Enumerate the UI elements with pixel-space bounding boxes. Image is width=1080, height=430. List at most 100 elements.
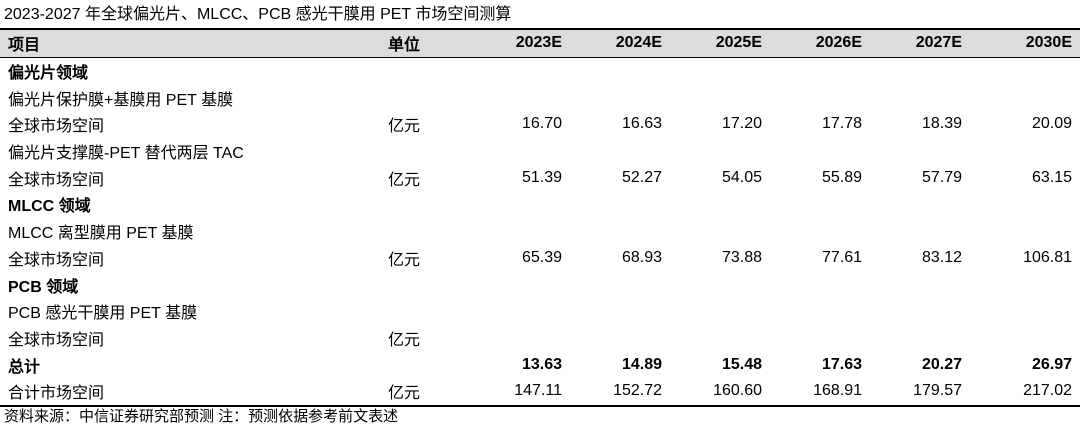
value-cell [870, 138, 970, 165]
value-cell: 65.39 [521, 248, 562, 266]
header-item: 项目 [0, 27, 385, 58]
unit-cell: 亿元 [388, 251, 421, 269]
table-title: 2023-2027 年全球偏光片、MLCC、PCB 感光干膜用 PET 市场空间… [4, 6, 512, 23]
table-row: 偏光片保护膜+基膜用 PET 基膜 [0, 84, 1080, 111]
row-label: 偏光片支撑膜-PET 替代两层 TAC [8, 145, 244, 163]
value-cell: 17.78 [821, 115, 862, 133]
value-cell [570, 57, 670, 84]
table-row: 总计 13.63 14.89 15.48 17.63 20.27 26.97 [0, 351, 1080, 378]
header-unit: 单位 [385, 27, 470, 58]
row-label: 偏光片领域 [8, 65, 89, 83]
value-cell [570, 138, 670, 165]
value-cell: 20.27 [921, 355, 962, 373]
row-label: 偏光片保护膜+基膜用 PET 基膜 [8, 91, 234, 109]
table-row: 全球市场空间 亿元 65.39 68.93 73.88 77.61 83.12 106.81 [0, 245, 1080, 272]
value-cell: 73.88 [721, 248, 762, 266]
value-cell [470, 138, 570, 165]
unit-cell [385, 138, 470, 165]
table-row: 全球市场空间 亿元 51.39 52.27 54.05 55.89 57.79 63.15 [0, 164, 1080, 191]
value-cell: 83.12 [921, 248, 962, 266]
value-cell [470, 325, 570, 352]
value-cell [870, 325, 970, 352]
unit-cell [385, 57, 470, 84]
unit-cell: 亿元 [388, 331, 421, 349]
table-row: PCB 感光干膜用 PET 基膜 [0, 298, 1080, 325]
value-cell: 152.72 [570, 377, 670, 407]
unit-cell [385, 218, 470, 245]
row-label: MLCC 离型膜用 PET 基膜 [8, 225, 194, 243]
value-cell: 77.61 [821, 248, 862, 266]
row-label: PCB 领域 [8, 278, 79, 296]
unit-cell [385, 271, 470, 298]
table-row: MLCC 离型膜用 PET 基膜 [0, 218, 1080, 245]
table-body: 偏光片领域 偏光片保护膜+基膜用 PET 基膜 全球市场空间 亿元 16.70 16.63… [0, 57, 1080, 407]
value-cell [670, 325, 770, 352]
table-header-row: 项目 单位 2023E 2024E 2025E 2026E 2027E 2030… [0, 27, 1080, 58]
value-cell [970, 57, 1080, 84]
row-label: 全球市场空间 [8, 331, 105, 349]
value-cell [670, 218, 770, 245]
value-cell [970, 325, 1080, 352]
value-cell [470, 218, 570, 245]
value-cell [670, 298, 770, 325]
header-year: 2027E [870, 27, 970, 58]
value-cell [970, 191, 1080, 218]
value-cell [770, 138, 870, 165]
value-cell: 17.20 [721, 115, 762, 133]
value-cell [770, 325, 870, 352]
value-cell [970, 218, 1080, 245]
value-cell [870, 218, 970, 245]
value-cell [470, 191, 570, 218]
header-year: 2030E [970, 27, 1080, 58]
value-cell [570, 84, 670, 111]
value-cell: 54.05 [721, 168, 762, 186]
value-cell [870, 84, 970, 111]
value-cell: 20.09 [1031, 115, 1072, 133]
value-cell [470, 271, 570, 298]
value-cell: 63.15 [1031, 168, 1072, 186]
value-cell [970, 271, 1080, 298]
value-cell: 18.39 [921, 115, 962, 133]
value-cell [970, 138, 1080, 165]
value-cell [470, 84, 570, 111]
unit-cell [385, 351, 470, 378]
value-cell: 16.70 [521, 115, 562, 133]
value-cell: 217.02 [970, 377, 1080, 407]
value-cell [470, 298, 570, 325]
table-row: 全球市场空间 亿元 16.70 16.63 17.20 17.78 18.39 20.09 [0, 111, 1080, 138]
value-cell: 52.27 [621, 168, 662, 186]
table-row: 偏光片支撑膜-PET 替代两层 TAC [0, 138, 1080, 165]
value-cell: 55.89 [821, 168, 862, 186]
value-cell [870, 271, 970, 298]
value-cell: 168.91 [770, 377, 870, 407]
header-year: 2023E [470, 27, 570, 58]
value-cell: 51.39 [521, 168, 562, 186]
value-cell: 57.79 [921, 168, 962, 186]
value-cell [770, 218, 870, 245]
value-cell: 26.97 [1031, 355, 1072, 373]
header-year: 2026E [770, 27, 870, 58]
value-cell: 106.81 [1023, 248, 1072, 266]
header-year: 2024E [570, 27, 670, 58]
table-row: PCB 领域 [0, 271, 1080, 298]
value-cell [570, 271, 670, 298]
value-cell [870, 57, 970, 84]
value-cell: 13.63 [521, 355, 562, 373]
value-cell: 179.57 [870, 377, 970, 407]
value-cell [570, 191, 670, 218]
unit-cell [385, 84, 470, 111]
unit-cell [385, 298, 470, 325]
value-cell: 17.63 [821, 355, 862, 373]
table-row: MLCC 领域 [0, 191, 1080, 218]
value-cell [770, 84, 870, 111]
value-cell [570, 218, 670, 245]
unit-cell: 亿元 [388, 118, 421, 136]
value-cell [870, 298, 970, 325]
row-label: 合计市场空间 [0, 377, 385, 407]
value-cell [670, 271, 770, 298]
value-cell [770, 57, 870, 84]
value-cell [770, 191, 870, 218]
row-label: 全球市场空间 [8, 251, 105, 269]
value-cell [670, 57, 770, 84]
